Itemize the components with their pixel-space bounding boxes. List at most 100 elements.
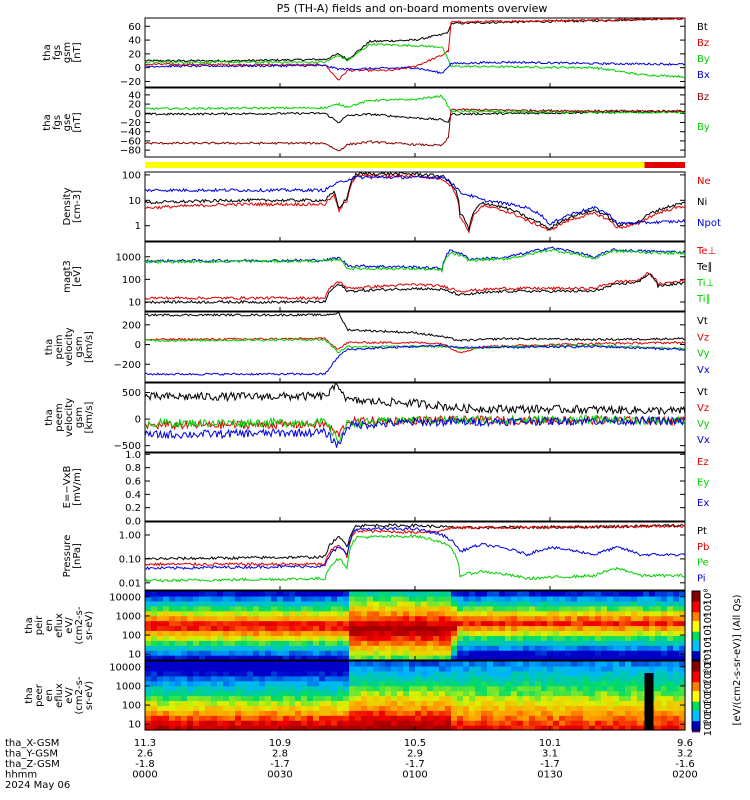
series-Bx	[144, 110, 686, 124]
spectrogram-cell	[565, 720, 572, 726]
spectrogram-cell	[571, 630, 578, 636]
ephemeris-value: 0130	[537, 770, 562, 781]
spectrogram-cell	[235, 710, 242, 716]
spectrogram-cell	[553, 650, 560, 656]
spectrogram-cell	[169, 695, 176, 702]
spectrogram-cell	[481, 680, 488, 687]
spectrogram-cell	[331, 710, 338, 716]
spectrogram-cell	[589, 710, 596, 716]
spectrogram-cell	[217, 655, 224, 661]
spectrogram-cell	[511, 605, 518, 612]
series-Vt	[144, 382, 686, 416]
spectrogram-cell	[451, 670, 458, 677]
spectrogram-cell	[619, 635, 626, 641]
spectrogram-cell	[295, 725, 302, 731]
spectrogram-cell	[505, 680, 512, 687]
spectrogram-cell	[595, 720, 602, 726]
spectrogram-cell	[247, 720, 254, 726]
spectrogram-cell	[505, 591, 512, 597]
spectrogram-cell	[475, 690, 482, 697]
spectrogram-cell	[151, 685, 158, 692]
spectrogram-cell	[301, 600, 308, 607]
spectrogram-cell	[307, 640, 314, 646]
spectrogram-cell	[439, 680, 446, 687]
spectrogram-cell	[637, 620, 644, 627]
spectrogram-cell	[643, 605, 650, 612]
spectrogram-cell	[643, 655, 650, 661]
spectrogram-cell	[613, 600, 620, 607]
spectrogram-cell	[637, 615, 644, 622]
spectrogram-cell	[499, 710, 506, 716]
spectrogram-cell	[271, 605, 278, 612]
y-axis-label-line: velocity	[64, 327, 75, 366]
spectrogram-cell	[523, 705, 530, 711]
spectrogram-cell	[157, 680, 164, 687]
spectrogram-cell	[181, 685, 188, 692]
spectrogram-cell	[667, 715, 674, 721]
spectrogram-cell	[367, 650, 374, 656]
spectrogram-cell	[667, 600, 674, 607]
spectrogram-cell	[583, 700, 590, 706]
spectrogram-cell	[373, 655, 380, 661]
spectrogram-cell	[217, 675, 224, 682]
spectrogram-cell	[595, 695, 602, 702]
spectrogram-cell	[415, 615, 422, 622]
spectrogram-cell	[295, 700, 302, 706]
spectrogram-cell	[145, 615, 152, 622]
spectrogram-cell	[205, 675, 212, 682]
spectrogram-cell	[313, 725, 320, 731]
spectrogram-cell	[295, 635, 302, 641]
spectrogram-cell	[373, 710, 380, 716]
spectrogram-cell	[187, 725, 194, 731]
spectrogram-cell	[577, 635, 584, 641]
spectrogram-cell	[625, 665, 632, 672]
spectrogram-cell	[349, 595, 356, 602]
spectrogram-cell	[403, 715, 410, 721]
spectrogram-cell	[271, 600, 278, 607]
spectrogram-cell	[265, 610, 272, 617]
spectrogram-cell	[529, 720, 536, 726]
spectrogram-cell	[337, 640, 344, 646]
spectrogram-cell	[457, 650, 464, 656]
spectrogram-cell	[265, 705, 272, 711]
spectrogram-cell	[355, 610, 362, 617]
spectrogram-cell	[181, 675, 188, 682]
spectrogram-cell	[679, 595, 686, 602]
spectrogram-cell	[199, 630, 206, 636]
legend-Ey: Ey	[697, 478, 709, 489]
spectrogram-cell	[319, 661, 326, 667]
spectrogram-cell	[421, 665, 428, 672]
spectrogram-cell	[475, 635, 482, 641]
spectrogram-cell	[445, 615, 452, 622]
spectrogram-cell	[649, 620, 656, 627]
spectrogram-cell	[229, 620, 236, 627]
y-axis-label-line: tha	[24, 617, 35, 633]
spectrogram-cell	[271, 591, 278, 597]
spectrogram-cell	[571, 610, 578, 617]
spectrogram-cell	[679, 650, 686, 656]
colorbar-cell	[692, 710, 700, 713]
spectrogram-cell	[217, 705, 224, 711]
spectrogram-cell	[253, 595, 260, 602]
spectrogram-cell	[511, 650, 518, 656]
spectrogram-cell	[415, 650, 422, 656]
spectrogram-cell	[619, 600, 626, 607]
spectrogram-cell	[667, 645, 674, 651]
spectrogram-cell	[151, 695, 158, 702]
legend-Vz: Vz	[697, 403, 709, 414]
figure-title: P5 (TH-A) fields and on-board moments ov…	[277, 2, 548, 15]
spectrogram-cell	[283, 605, 290, 612]
colorbar-cell	[692, 722, 700, 726]
spectrogram-cell	[523, 725, 530, 731]
spectrogram-cell	[205, 650, 212, 656]
spectrogram-cell	[361, 645, 368, 651]
spectrogram-cell	[511, 715, 518, 721]
spectrogram-cell	[613, 615, 620, 622]
spectrogram-cell	[613, 680, 620, 687]
colorbar-cell	[692, 599, 700, 603]
spectrogram-cell	[421, 645, 428, 651]
spectrogram-cell	[655, 715, 662, 721]
spectrogram-cell	[589, 661, 596, 667]
